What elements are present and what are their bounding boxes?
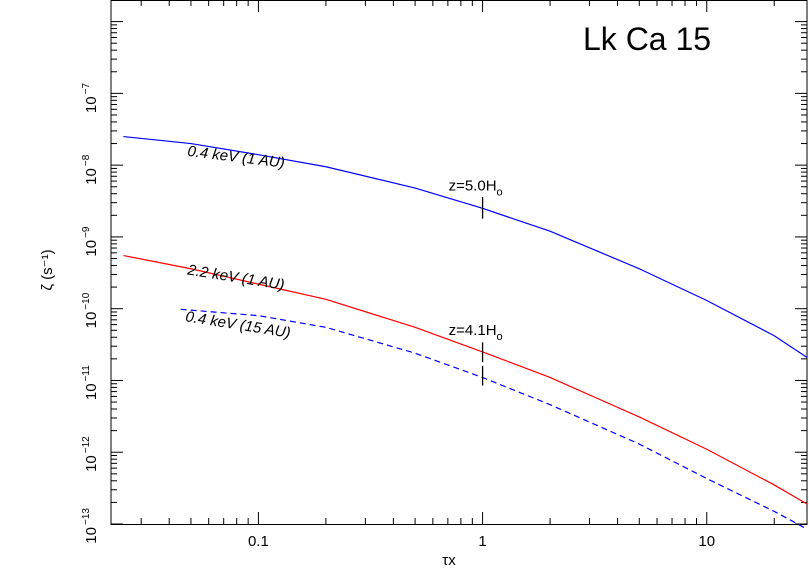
y-tick-label-exp: −8 <box>81 154 92 166</box>
series-line-2 <box>123 254 808 505</box>
x-tick-label: 10 <box>698 533 715 550</box>
y-tick-label: 10−13 <box>81 508 100 544</box>
y-tick-label: 10−11 <box>81 365 100 400</box>
y-tick-label: 10−10 <box>81 292 100 328</box>
y-axis-label: ζ (s⁻¹) <box>39 249 56 290</box>
y-tick-label-base: 10 <box>83 383 100 400</box>
y-tick-label: 10−9 <box>81 226 100 257</box>
curve-label-2: 2.2 keV (1 AU) <box>185 261 285 293</box>
y-tick-label-base: 10 <box>83 168 100 185</box>
chart-title: Lk Ca 15 <box>583 21 711 57</box>
y-tick-label-exp: −10 <box>81 292 92 309</box>
x-tick-label: 0.1 <box>248 533 269 550</box>
z-annotation-sub: o <box>497 187 503 199</box>
y-tick-label-exp: −12 <box>81 436 92 453</box>
y-tick-label-base: 10 <box>83 527 100 544</box>
plot-frame <box>110 0 808 525</box>
curve-label-1: 0.4 keV (1 AU) <box>186 143 285 172</box>
y-tick-label: 10−12 <box>81 436 100 472</box>
y-tick-label-exp: −13 <box>81 508 92 525</box>
x-axis-ticks: 0.1 1 10 <box>140 0 775 550</box>
curve-label-3: 0.4 keV (15 AU) <box>184 308 292 341</box>
annotation-layer: z=5.0Ho z=4.1Ho <box>449 178 503 386</box>
z-annotation-sub: o <box>497 331 503 343</box>
z-annotation-2: z=4.1Ho <box>449 322 503 343</box>
y-tick-label: 10−7 <box>81 83 100 114</box>
y-tick-label-exp: −9 <box>81 226 92 238</box>
x-axis-label: τx <box>442 552 456 569</box>
curve-label-layer: 0.4 keV (1 AU) 2.2 keV (1 AU) 0.4 keV (15 … <box>184 143 292 342</box>
x-tick-label: 1 <box>478 533 486 550</box>
y-tick-label-base: 10 <box>83 240 100 257</box>
y-tick-label-base: 10 <box>83 96 100 113</box>
y-tick-label: 10−8 <box>81 154 100 185</box>
y-tick-label-exp: −7 <box>81 83 92 95</box>
series-line-3 <box>180 308 808 530</box>
plot-border <box>110 0 808 525</box>
y-tick-label-base: 10 <box>83 455 100 472</box>
y-tick-label-base: 10 <box>83 312 100 329</box>
y-tick-label-exp: −11 <box>81 365 92 382</box>
z-annotation-1: z=5.0Ho <box>449 178 503 199</box>
